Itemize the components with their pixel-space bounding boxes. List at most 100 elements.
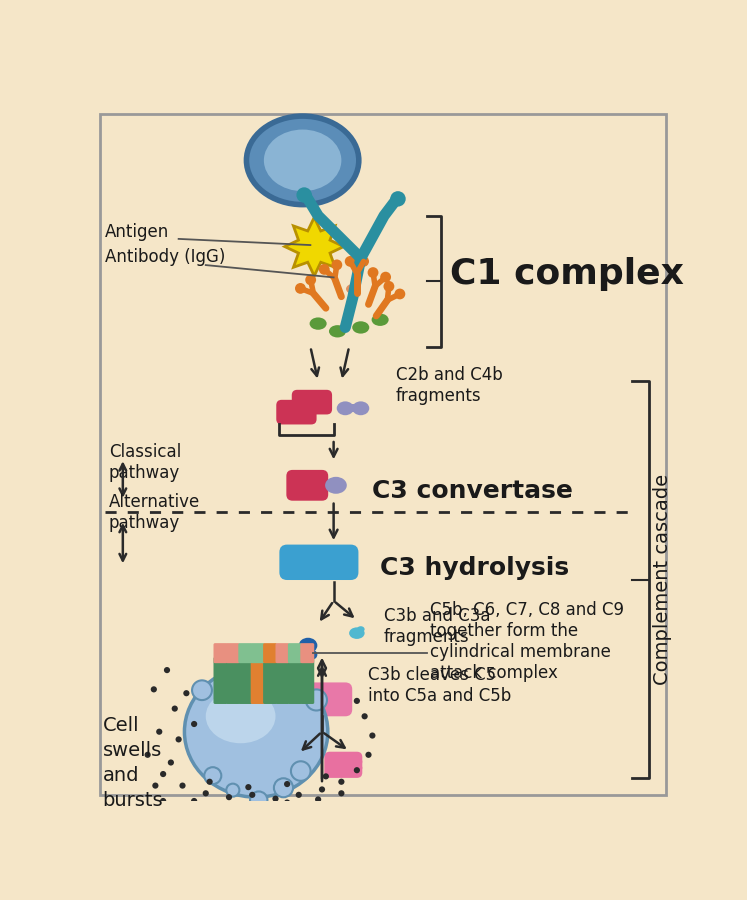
Ellipse shape	[346, 284, 360, 294]
Circle shape	[362, 713, 368, 719]
FancyBboxPatch shape	[263, 644, 277, 663]
Text: C3 convertase: C3 convertase	[372, 480, 573, 503]
Circle shape	[273, 796, 279, 802]
Circle shape	[358, 256, 369, 266]
Circle shape	[303, 650, 313, 660]
Circle shape	[293, 692, 300, 699]
FancyBboxPatch shape	[292, 390, 332, 415]
Circle shape	[354, 698, 360, 704]
Circle shape	[253, 802, 259, 808]
Circle shape	[390, 191, 406, 207]
FancyBboxPatch shape	[99, 114, 666, 795]
Bar	[351, 404, 363, 412]
Circle shape	[296, 792, 302, 798]
Circle shape	[156, 729, 162, 734]
Circle shape	[295, 283, 306, 293]
FancyBboxPatch shape	[300, 657, 314, 704]
FancyBboxPatch shape	[288, 644, 302, 663]
Circle shape	[319, 264, 329, 274]
Circle shape	[144, 752, 151, 758]
Circle shape	[319, 787, 325, 793]
FancyBboxPatch shape	[324, 752, 362, 778]
Circle shape	[164, 667, 170, 673]
Text: C3b cleaves C5
into C5a and C5b: C3b cleaves C5 into C5a and C5b	[368, 666, 512, 705]
Circle shape	[239, 662, 260, 683]
Circle shape	[345, 256, 356, 266]
Ellipse shape	[329, 325, 346, 338]
FancyBboxPatch shape	[300, 644, 314, 663]
Ellipse shape	[264, 130, 341, 191]
Ellipse shape	[337, 401, 354, 415]
Text: Alternative
pathway: Alternative pathway	[109, 493, 200, 532]
Circle shape	[191, 721, 197, 727]
Ellipse shape	[325, 477, 347, 494]
Circle shape	[296, 766, 303, 773]
Circle shape	[226, 784, 239, 796]
Circle shape	[160, 798, 167, 804]
Polygon shape	[285, 217, 344, 276]
Ellipse shape	[292, 682, 309, 695]
Circle shape	[355, 758, 362, 766]
Text: Complement cascade: Complement cascade	[654, 474, 672, 685]
Circle shape	[168, 760, 174, 766]
FancyBboxPatch shape	[251, 644, 264, 663]
Circle shape	[306, 689, 327, 710]
Ellipse shape	[185, 666, 328, 797]
FancyBboxPatch shape	[238, 657, 252, 704]
FancyBboxPatch shape	[264, 753, 303, 779]
FancyBboxPatch shape	[276, 644, 289, 663]
Circle shape	[250, 791, 267, 809]
Circle shape	[160, 771, 167, 777]
FancyBboxPatch shape	[214, 657, 227, 704]
FancyBboxPatch shape	[263, 657, 277, 704]
Text: C3 hydrolysis: C3 hydrolysis	[380, 556, 569, 581]
Circle shape	[204, 767, 221, 784]
Text: C3b and C3a
fragments: C3b and C3a fragments	[384, 607, 491, 645]
Text: C1 complex: C1 complex	[450, 256, 684, 291]
FancyBboxPatch shape	[238, 644, 252, 663]
Ellipse shape	[371, 313, 388, 326]
Circle shape	[218, 671, 232, 685]
Circle shape	[284, 799, 291, 806]
Circle shape	[368, 267, 379, 278]
FancyBboxPatch shape	[251, 657, 264, 704]
FancyBboxPatch shape	[214, 644, 227, 663]
Circle shape	[202, 790, 209, 796]
Circle shape	[274, 778, 293, 797]
Ellipse shape	[299, 638, 317, 653]
Circle shape	[332, 259, 342, 270]
Circle shape	[296, 672, 309, 685]
Circle shape	[206, 778, 213, 785]
Circle shape	[297, 187, 312, 202]
Text: C5b, C6, C7, C8 and C9
together form the
cylindrical membrane
attack complex: C5b, C6, C7, C8 and C9 together form the…	[430, 601, 624, 682]
Text: C2b and C4b
fragments: C2b and C4b fragments	[396, 365, 503, 405]
Text: Antibody (IgG): Antibody (IgG)	[105, 248, 226, 266]
Circle shape	[265, 667, 282, 684]
Circle shape	[308, 650, 317, 660]
Circle shape	[291, 761, 311, 781]
Ellipse shape	[309, 318, 326, 329]
FancyBboxPatch shape	[282, 682, 353, 716]
Circle shape	[355, 764, 362, 771]
Circle shape	[151, 687, 157, 692]
Circle shape	[383, 281, 394, 292]
Circle shape	[323, 773, 329, 779]
Circle shape	[284, 781, 291, 788]
Circle shape	[299, 650, 308, 660]
Circle shape	[226, 794, 232, 800]
Circle shape	[222, 802, 229, 808]
FancyBboxPatch shape	[286, 470, 328, 500]
Ellipse shape	[353, 321, 369, 334]
Circle shape	[315, 796, 321, 803]
Circle shape	[192, 680, 212, 700]
FancyBboxPatch shape	[276, 400, 317, 425]
FancyBboxPatch shape	[288, 657, 302, 704]
Circle shape	[152, 782, 158, 788]
FancyBboxPatch shape	[226, 657, 240, 704]
Circle shape	[245, 784, 252, 790]
Ellipse shape	[357, 626, 365, 633]
Text: Cell
swells
and
bursts: Cell swells and bursts	[102, 716, 164, 810]
Ellipse shape	[205, 689, 276, 743]
Text: Classical
pathway: Classical pathway	[109, 443, 181, 482]
Ellipse shape	[349, 627, 365, 639]
